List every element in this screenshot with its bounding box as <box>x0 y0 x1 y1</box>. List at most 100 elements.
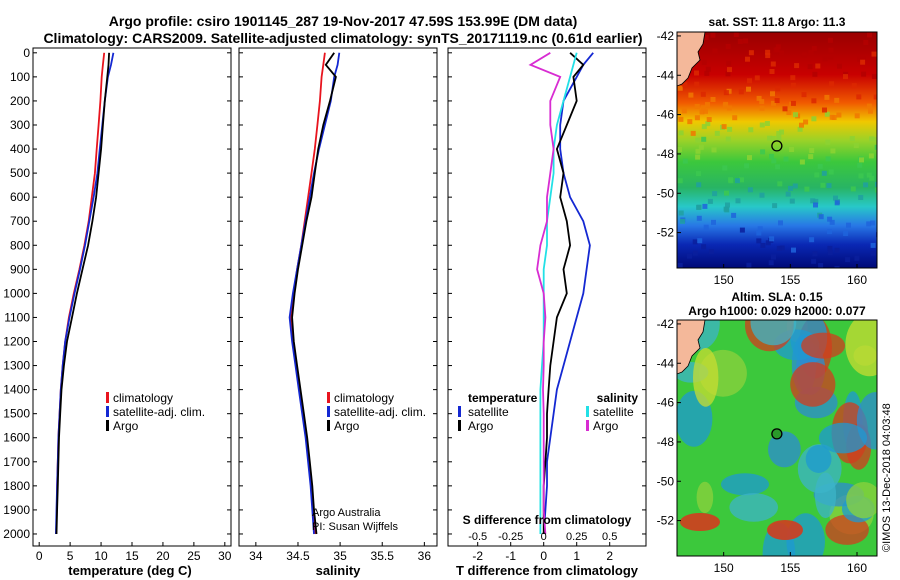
sst-pixel <box>735 198 741 204</box>
credit-argo-australia: Argo Australia <box>312 507 381 519</box>
sst-pixel <box>725 44 731 49</box>
depth-tick-label: 1500 <box>3 407 30 421</box>
sst-pixel <box>722 165 728 171</box>
sst-pixel <box>677 147 682 152</box>
sst-map-frame <box>676 31 878 269</box>
sst-pixel <box>850 186 856 192</box>
sst-pixel <box>771 254 776 260</box>
sst-pixel <box>777 181 783 187</box>
depth-tick-label: 100 <box>10 70 30 84</box>
salinity-plot-frame <box>238 47 438 547</box>
lon-tick-label: 150 <box>714 273 734 287</box>
sst-pixel <box>712 48 718 54</box>
sst-pixel <box>871 73 877 79</box>
sst-pixel <box>782 106 788 112</box>
sla-anomaly-blobs <box>677 320 877 556</box>
lat-tick-label: -44 <box>657 356 675 370</box>
sst-pixel <box>748 50 754 56</box>
sst-pixel <box>861 71 867 77</box>
series-line-temperature-argo <box>542 52 585 534</box>
salinity-panel: 34 34.5 35 35.5 36 salinity climatology sate… <box>238 47 438 578</box>
lon-tick-label: 160 <box>847 273 867 287</box>
sst-pixel <box>834 265 840 268</box>
sst-pixel <box>754 75 760 81</box>
series-line-satellite-adj-clim- <box>288 52 341 535</box>
sst-pixel <box>764 121 770 126</box>
sst-pixel <box>725 202 730 208</box>
sla-map-frame <box>676 319 878 557</box>
sst-pixel <box>688 92 694 98</box>
sst-pixel <box>788 185 793 191</box>
sst-pixel <box>759 122 765 128</box>
lon-tick-label: 155 <box>780 273 800 287</box>
sst-pixel <box>779 129 784 135</box>
sst-pixel <box>875 187 877 193</box>
sst-pixel <box>808 154 814 160</box>
depth-axis-ticks: 0 100 200 300 400 500 600 700 800 900 1000 1100 1200… <box>3 46 646 541</box>
sla-anomaly-blob <box>729 493 778 522</box>
sst-pixel <box>701 59 707 65</box>
sst-pixel <box>722 103 728 109</box>
temperature-x-tick-label: 5 <box>67 549 74 563</box>
salinity-x-tick-label: 34.5 <box>286 549 310 563</box>
sst-pixel <box>708 249 714 255</box>
sst-pixel <box>870 220 876 226</box>
lat-tick-label: -42 <box>657 317 675 331</box>
sst-lat-ticks: -42 -44 -46 -48 -50 -52 <box>657 29 681 240</box>
depth-tick-label: 900 <box>10 262 30 276</box>
sst-pixel <box>695 148 701 154</box>
sst-pixel <box>678 116 684 122</box>
temperature-panel: 0 5 10 15 20 25 30 010020030040050060070080090… <box>3 46 646 578</box>
sst-pixel <box>704 70 710 76</box>
sst-pixel <box>769 69 775 74</box>
sst-pixel <box>792 183 798 189</box>
sst-pixel <box>703 108 708 114</box>
t-difference-x-tick-label: -2 <box>472 549 483 563</box>
sst-pixel <box>833 195 838 201</box>
sla-anomaly-blob <box>768 431 801 468</box>
sst-pixel <box>793 112 798 118</box>
sst-land-tasmania <box>677 32 706 87</box>
depth-tick-label: 1100 <box>4 310 30 324</box>
lon-tick-label: 150 <box>714 561 734 575</box>
depth-tick-label: 200 <box>10 94 30 108</box>
sst-pixel <box>836 112 842 118</box>
sst-pixel <box>790 75 796 81</box>
salinity-x-tick-label: 34 <box>249 549 263 563</box>
sst-pixel <box>712 191 718 197</box>
sst-pixel <box>817 163 823 169</box>
sst-pixel <box>725 71 731 77</box>
t-difference-x-axis-label: T difference from climatology <box>456 563 639 578</box>
sst-pixel <box>677 262 683 268</box>
sst-pixel <box>859 157 864 163</box>
sla-map-title-line1: Altim. SLA: 0.15 <box>731 290 823 304</box>
salinity-x-axis-label: salinity <box>316 563 362 578</box>
sst-pixel <box>705 66 711 72</box>
sla-argo-marker <box>771 428 783 440</box>
sst-pixel <box>824 94 830 100</box>
sst-pixel <box>692 250 698 256</box>
sst-pixel <box>854 113 860 119</box>
sst-pixel <box>737 39 743 44</box>
sst-pixel <box>785 191 791 197</box>
series-line-salinity-argo <box>528 52 562 535</box>
legend-swatch-sal-argo <box>586 420 589 431</box>
lat-tick-label: -48 <box>657 435 675 449</box>
sla-map-title-line2: Argo h1000: 0.029 h2000: 0.077 <box>688 304 866 318</box>
legend-swatch-climatology <box>106 392 109 403</box>
sst-pixel <box>692 239 698 245</box>
depth-tick-label: 500 <box>10 166 30 180</box>
sst-pixel <box>828 169 834 175</box>
t-difference-x-tick-label: -1 <box>505 549 516 563</box>
sst-pixel <box>814 172 820 178</box>
series-line-argo <box>55 52 110 535</box>
sst-map-title: sat. SST: 11.8 Argo: 11.3 <box>709 15 846 29</box>
series-line-salinity-satellite <box>539 52 578 534</box>
sst-pixel <box>747 155 752 161</box>
sst-pixel <box>756 230 762 236</box>
sst-pixel <box>860 59 866 65</box>
salinity-x-ticks: 34 34.5 35 35.5 36 <box>249 542 431 563</box>
sst-pixel <box>759 192 765 198</box>
sla-anomaly-blob <box>845 320 877 377</box>
sst-pixel <box>778 220 783 226</box>
